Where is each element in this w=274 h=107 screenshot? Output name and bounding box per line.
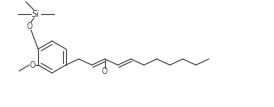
Text: O: O [29,60,35,70]
Text: Si: Si [32,10,40,19]
Text: O: O [27,22,33,30]
Text: O: O [102,68,108,77]
